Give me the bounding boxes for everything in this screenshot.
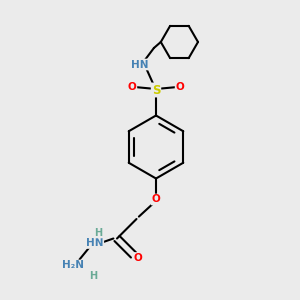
Text: O: O [176, 82, 184, 92]
Text: O: O [152, 194, 160, 205]
Text: O: O [128, 82, 136, 92]
Text: HN: HN [86, 238, 103, 248]
Text: O: O [134, 253, 142, 263]
Text: H: H [94, 227, 102, 238]
Text: H₂N: H₂N [62, 260, 85, 271]
Text: S: S [152, 83, 160, 97]
Text: HN: HN [131, 59, 148, 70]
Text: H: H [89, 271, 97, 281]
